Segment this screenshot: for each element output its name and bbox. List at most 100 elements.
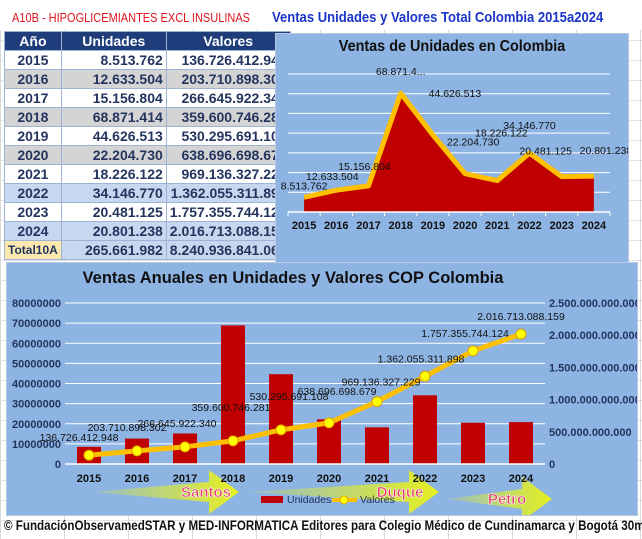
values-marker [131,445,143,457]
x-tick-label: 2021 [365,473,389,485]
values-marker [275,424,287,436]
data-label: 68.871.4... [376,66,426,78]
legend-values-marker [339,495,349,505]
year-cell: 2015 [4,50,62,70]
president-label: Petro [488,491,526,508]
values-cell: 2.016.713.088.159 [165,221,291,241]
right-axis-tick-label: 2.000.000.000.000 [549,330,637,342]
values-marker [227,435,239,447]
right-axis-tick-label: 1.000.000.000.000 [549,395,637,407]
santos-arrow [92,470,239,514]
left-axis-tick-label: 80000000 [12,298,61,310]
units-bar [509,422,533,464]
units-cell: 22.204.730 [60,145,167,165]
x-tick-label: 2020 [317,473,341,485]
x-tick-label: 2024 [509,473,534,485]
table-row: 2019 44.626.513 530.295.691.108 [4,126,291,146]
values-data-label: 1.362.055.311.898 [378,353,465,365]
total-label: Total10A [4,240,62,260]
x-tick-label: 2015 [77,473,101,485]
copyright-footer: © FundaciónObservamedSTAR y MED-INFORMAT… [4,518,642,533]
values-cell: 530.295.691.108 [165,126,291,146]
col-header-year: Año [4,31,62,51]
year-cell: 2021 [4,164,62,184]
values-data-label: 969.136.327.229 [342,377,421,389]
units-bar [461,422,485,464]
data-label: 44.626.513 [429,88,482,100]
data-label: 22.204.730 [447,137,500,149]
x-tick-label: 2024 [582,220,607,232]
right-axis-tick-label: 500.000.000.000 [549,427,632,439]
x-tick-label: 2018 [221,473,245,485]
x-tick-label: 2020 [453,220,477,232]
col-header-values: Valores [165,31,291,51]
right-axis-tick-label: 1.500.000.000.000 [549,362,637,374]
table-header-row: Año Unidades Valores [4,31,291,51]
values-cell: 136.726.412.948 [165,50,291,70]
values-marker [467,345,479,357]
units-bar [413,395,437,464]
year-cell: 2019 [4,126,62,146]
values-marker [179,441,191,453]
data-label: 18.226.122 [475,128,528,140]
right-axis-tick-label: 0 [549,459,555,471]
x-tick-label: 2021 [485,220,509,232]
table-row: 2015 8.513.762 136.726.412.948 [4,50,291,70]
units-cell: 68.871.414 [60,107,167,127]
chart-title: Ventas Anuales en Unidades y Valores COP… [83,269,505,287]
left-axis-tick-label: 60000000 [12,338,61,350]
units-bar [269,374,293,464]
chart-title: Ventas de Unidades en Colombia [339,37,566,55]
units-cell: 15.156.804 [60,88,167,108]
year-cell: 2017 [4,88,62,108]
arrow-shape [247,470,439,514]
combo-chart-svg: Ventas Anuales en Unidades y Valores COP… [12,269,641,521]
values-data-label: 2.016.713.088.159 [477,311,565,323]
values-data-label: 638.696.698.679 [298,386,377,398]
units-cell: 34.146.770 [60,183,167,203]
table-total-row: Total10A 265.661.982 8.240.936.841.068 [4,240,291,260]
units-cell: 12.633.504 [60,69,167,89]
x-tick-label: 2022 [413,473,437,485]
year-cell: 2022 [4,183,62,203]
petro-arrow [447,477,552,521]
table-row: 2021 18.226.122 969.136.327.229 [4,164,291,184]
president-label: Duque [377,484,424,501]
x-tick-label: 2019 [269,473,293,485]
x-tick-label: 2015 [292,220,316,232]
data-label: 12.633.504 [306,171,359,183]
values-data-label: 530.295.691.108 [250,391,329,403]
values-data-label: 203.710.898.302 [88,422,167,434]
year-cell: 2018 [4,107,62,127]
table-row: 2020 22.204.730 638.696.698.679 [4,145,291,165]
values-data-label: 266.645.922.340 [138,418,217,430]
units-area-chart-svg: Ventas de Unidades en Colombia 2015 2016 20… [281,37,633,232]
data-label: 15.156.804 [338,161,391,173]
page-title: Ventas Unidades y Valores Total Colombia… [272,9,604,26]
duque-arrow [247,470,439,514]
values-cell: 1.757.355.744.124 [165,202,291,222]
president-label: Santos [181,484,231,501]
left-axis-tick-label: 10000000 [12,439,61,451]
values-marker [323,417,335,429]
x-tick-label: 2016 [125,473,149,485]
sales-table: Año Unidades Valores 2015 8.513.762 136.72… [4,31,291,260]
values-marker [419,370,431,382]
left-axis-tick-label: 20000000 [12,419,61,431]
table-row: 2016 12.633.504 203.710.898.302 [4,69,291,89]
area-fill [304,93,594,212]
col-header-units: Unidades [60,31,167,51]
total-units: 265.661.982 [60,240,167,260]
year-cell: 2023 [4,202,62,222]
x-tick-label: 2023 [461,473,485,485]
values-cell: 638.696.698.679 [165,145,291,165]
data-label: 20.801.238 [580,145,628,157]
values-cell: 266.645.922.340 [165,88,291,108]
x-tick-label: 2019 [421,220,445,232]
units-cell: 18.226.122 [60,164,167,184]
values-data-label: 359.600.746.281 [192,402,271,414]
units-cell: 8.513.762 [60,50,167,70]
values-cell: 203.710.898.302 [165,69,291,89]
left-axis-tick-label: 30000000 [12,399,61,411]
legend-values-label: Valores [360,494,395,506]
